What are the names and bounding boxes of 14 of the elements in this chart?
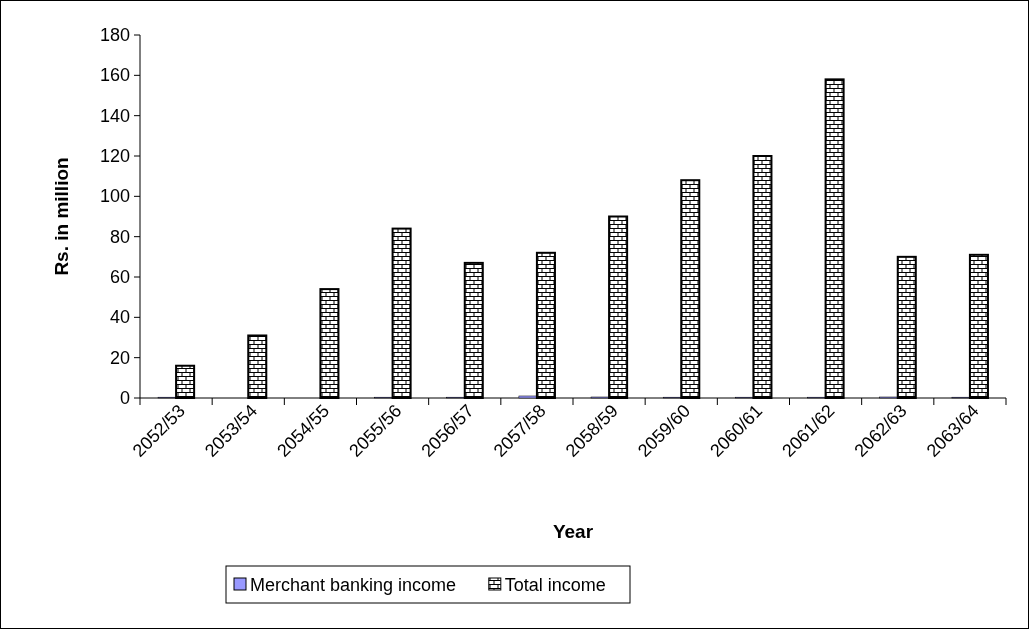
- y-tick-label: 180: [99, 25, 130, 45]
- y-tick-label: 100: [99, 186, 130, 207]
- legend-label: Merchant banking income: [250, 575, 457, 595]
- x-axis-title: Year: [552, 521, 594, 542]
- y-tick-label: 20: [109, 347, 130, 368]
- y-tick-label: 0: [119, 388, 130, 408]
- y-tick-label: 140: [99, 105, 130, 126]
- y-tick-label: 120: [99, 146, 130, 166]
- y-tick-label: 160: [99, 65, 130, 86]
- y-tick-label: 80: [109, 226, 130, 247]
- y-axis-title: Rs. in million: [51, 157, 72, 276]
- legend-label: Total income: [504, 575, 606, 595]
- y-tick-label: 60: [109, 267, 130, 287]
- y-tick-label: 40: [109, 307, 130, 328]
